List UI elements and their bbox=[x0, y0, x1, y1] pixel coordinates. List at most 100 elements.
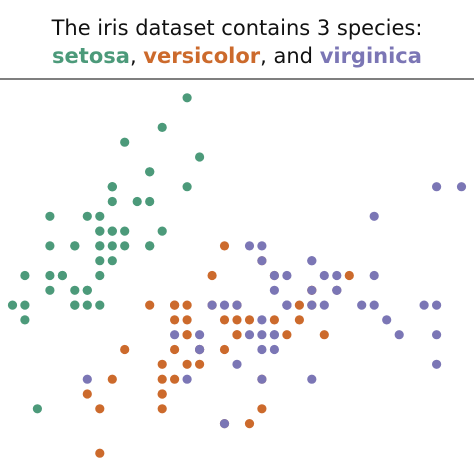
point-versicolor-24 bbox=[269, 315, 279, 325]
point-setosa-16 bbox=[145, 167, 155, 177]
point-setosa-25 bbox=[95, 300, 105, 310]
point-setosa-43 bbox=[95, 226, 105, 236]
point-setosa-34 bbox=[82, 285, 92, 295]
point-virginica-44 bbox=[307, 256, 317, 266]
point-setosa-6 bbox=[45, 241, 55, 251]
chart-title: The iris dataset contains 3 species: set… bbox=[0, 14, 474, 70]
point-virginica-19 bbox=[219, 419, 230, 429]
point-virginica-8 bbox=[307, 374, 317, 384]
point-versicolor-38 bbox=[170, 300, 180, 310]
point-versicolor-18 bbox=[244, 419, 255, 429]
point-virginica-14 bbox=[195, 330, 205, 340]
point-virginica-26 bbox=[244, 330, 255, 340]
point-versicolor-40 bbox=[157, 359, 167, 369]
point-virginica-35 bbox=[432, 300, 442, 310]
point-setosa-35 bbox=[95, 270, 105, 281]
point-setosa-28 bbox=[120, 241, 130, 251]
point-versicolor-48 bbox=[107, 374, 117, 384]
point-setosa-36 bbox=[157, 226, 167, 236]
point-virginica-32 bbox=[269, 330, 279, 340]
point-virginica-9 bbox=[369, 211, 379, 221]
point-versicolor-29 bbox=[182, 359, 192, 369]
point-versicolor-14 bbox=[170, 315, 180, 325]
title-virginica: virginica bbox=[319, 44, 422, 68]
point-setosa-22 bbox=[45, 211, 55, 221]
point-setosa-1 bbox=[82, 300, 92, 310]
point-setosa-18 bbox=[182, 182, 192, 192]
point-virginica-25 bbox=[369, 270, 379, 281]
point-setosa-42 bbox=[20, 270, 30, 281]
chart-title-line-2: setosa, versicolor, and virginica bbox=[0, 42, 474, 70]
point-versicolor-33 bbox=[219, 344, 230, 355]
point-setosa-13 bbox=[7, 300, 18, 310]
point-setosa-29 bbox=[57, 270, 67, 281]
point-setosa-14 bbox=[195, 152, 205, 162]
point-virginica-27 bbox=[232, 300, 242, 310]
point-virginica-34 bbox=[232, 359, 242, 369]
point-versicolor-3 bbox=[157, 404, 167, 414]
point-setosa-24 bbox=[70, 241, 80, 251]
point-setosa-45 bbox=[70, 300, 80, 310]
point-versicolor-20 bbox=[207, 270, 217, 281]
point-setosa-27 bbox=[120, 226, 130, 236]
point-setosa-15 bbox=[182, 93, 192, 103]
point-versicolor-28 bbox=[219, 315, 230, 325]
point-setosa-39 bbox=[107, 241, 117, 251]
chart-title-line-1: The iris dataset contains 3 species: bbox=[51, 16, 423, 40]
point-setosa-41 bbox=[32, 404, 43, 414]
point-virginica-7 bbox=[382, 315, 392, 325]
point-virginica-41 bbox=[332, 285, 342, 295]
point-versicolor-49 bbox=[182, 330, 192, 340]
point-virginica-6 bbox=[82, 374, 92, 384]
point-versicolor-45 bbox=[182, 300, 192, 310]
point-virginica-13 bbox=[182, 374, 192, 384]
point-virginica-47 bbox=[282, 300, 292, 310]
point-setosa-37 bbox=[82, 211, 92, 221]
point-versicolor-8 bbox=[294, 315, 304, 325]
point-virginica-12 bbox=[319, 300, 329, 310]
point-versicolor-34 bbox=[145, 300, 155, 310]
point-setosa-46 bbox=[107, 182, 117, 192]
point-virginica-0 bbox=[257, 256, 267, 266]
point-virginica-21 bbox=[170, 330, 180, 340]
data-points bbox=[7, 93, 467, 458]
point-virginica-48 bbox=[244, 241, 255, 251]
point-setosa-10 bbox=[145, 196, 155, 207]
point-virginica-45 bbox=[307, 300, 317, 310]
point-versicolor-39 bbox=[157, 374, 167, 384]
point-virginica-46 bbox=[257, 374, 267, 384]
point-virginica-43 bbox=[319, 270, 329, 281]
point-versicolor-10 bbox=[95, 448, 105, 458]
point-virginica-38 bbox=[219, 300, 230, 310]
point-virginica-29 bbox=[369, 300, 379, 310]
point-setosa-30 bbox=[70, 285, 80, 295]
point-virginica-20 bbox=[332, 270, 342, 281]
point-virginica-10 bbox=[282, 270, 292, 281]
point-virginica-18 bbox=[432, 359, 442, 369]
point-setosa-17 bbox=[107, 226, 117, 236]
point-versicolor-31 bbox=[157, 389, 167, 399]
point-virginica-15 bbox=[269, 270, 279, 281]
point-setosa-21 bbox=[107, 196, 117, 207]
point-versicolor-9 bbox=[120, 344, 130, 355]
point-setosa-26 bbox=[95, 241, 105, 251]
point-setosa-47 bbox=[45, 270, 55, 281]
point-versicolor-47 bbox=[244, 315, 255, 325]
point-versicolor-23 bbox=[232, 330, 242, 340]
point-setosa-23 bbox=[107, 256, 117, 266]
point-setosa-33 bbox=[157, 122, 167, 132]
point-setosa-49 bbox=[95, 256, 105, 266]
point-versicolor-42 bbox=[195, 359, 205, 369]
point-setosa-4 bbox=[95, 211, 105, 221]
point-virginica-37 bbox=[269, 285, 279, 295]
point-virginica-31 bbox=[456, 182, 467, 192]
point-virginica-49 bbox=[207, 300, 217, 310]
point-versicolor-0 bbox=[344, 270, 354, 281]
point-virginica-23 bbox=[257, 344, 267, 355]
point-virginica-11 bbox=[269, 344, 279, 355]
point-setosa-48 bbox=[132, 196, 142, 207]
point-versicolor-46 bbox=[182, 315, 192, 325]
point-setosa-3 bbox=[45, 285, 55, 295]
point-virginica-17 bbox=[432, 182, 442, 192]
point-versicolor-43 bbox=[95, 404, 105, 414]
